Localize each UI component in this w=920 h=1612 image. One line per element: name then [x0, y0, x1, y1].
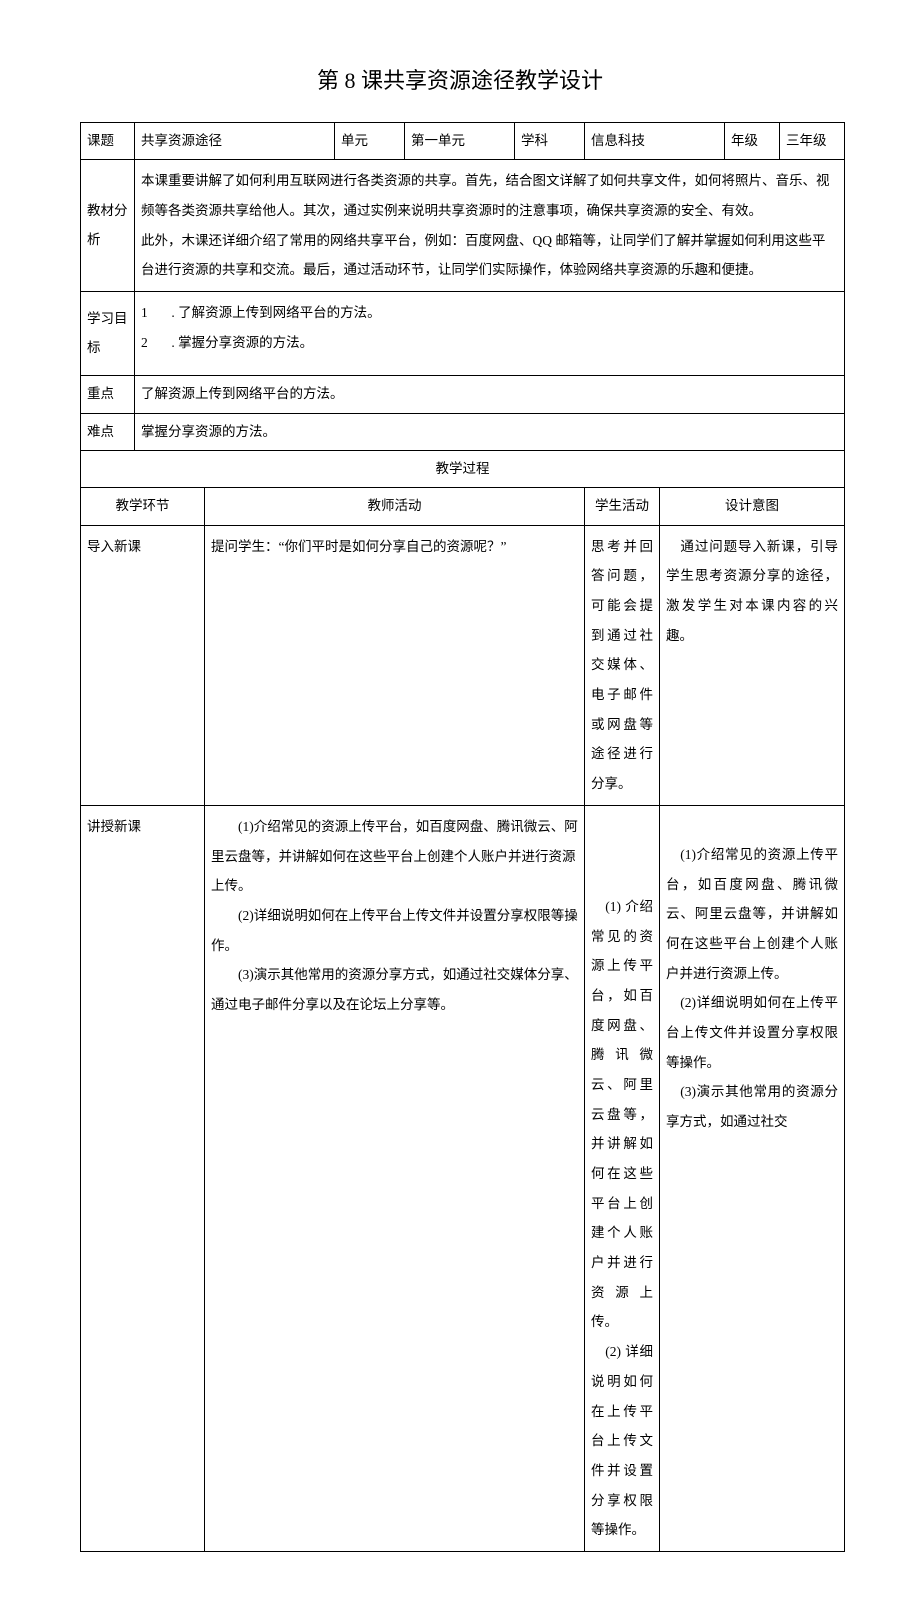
col-student: 学生活动	[585, 488, 660, 525]
label-keypoint: 重点	[81, 376, 135, 413]
label-goals: 学习目标	[81, 291, 135, 375]
value-subject: 信息科技	[585, 122, 725, 159]
student-teach: (1) 介绍常见的资源上传平台，如百度网盘、腾讯微云、阿里云盘等，并讲解如何在这…	[585, 805, 660, 1551]
lesson-plan-table: 课题 共享资源途径 单元 第一单元 学科 信息科技 年级 三年级 教材分析 本课…	[80, 122, 845, 1552]
process-row-teach: 讲授新课 (1)介绍常见的资源上传平台，如百度网盘、腾讯微云、阿里云盘等，并讲解…	[81, 805, 845, 1551]
analysis-text: 本课重要讲解了如何利用互联网进行各类资源的共享。首先，结合图文详解了如何共享文件…	[135, 160, 845, 292]
teacher-intro: 提问学生：“你们平时是如何分享自己的资源呢？”	[205, 525, 585, 805]
value-grade: 三年级	[780, 122, 845, 159]
process-header: 教学过程	[81, 450, 845, 487]
col-intent: 设计意图	[660, 488, 845, 525]
process-row-intro: 导入新课 提问学生：“你们平时是如何分享自己的资源呢？” 思考并回答问题，可能会…	[81, 525, 845, 805]
intent-intro: 通过问题导入新课，引导学生思考资源分享的途径，激发学生对本课内容的兴趣。	[660, 525, 845, 805]
difficulty-text: 掌握分享资源的方法。	[135, 413, 845, 450]
keypoint-text: 了解资源上传到网络平台的方法。	[135, 376, 845, 413]
teacher-teach: (1)介绍常见的资源上传平台，如百度网盘、腾讯微云、阿里云盘等，并讲解如何在这些…	[205, 805, 585, 1551]
label-grade: 年级	[725, 122, 780, 159]
document-title: 第 8 课共享资源途径教学设计	[80, 60, 840, 102]
label-analysis: 教材分析	[81, 160, 135, 292]
goals-row: 学习目标 1 . 了解资源上传到网络平台的方法。2 . 掌握分享资源的方法。	[81, 291, 845, 375]
student-intro: 思考并回答问题，可能会提到通过社交媒体、电子邮件或网盘等途径进行分享。	[585, 525, 660, 805]
phase-intro: 导入新课	[81, 525, 205, 805]
col-phase: 教学环节	[81, 488, 205, 525]
analysis-row: 教材分析 本课重要讲解了如何利用互联网进行各类资源的共享。首先，结合图文详解了如…	[81, 160, 845, 292]
intent-teach: (1)介绍常见的资源上传平台，如百度网盘、腾讯微云、阿里云盘等，并讲解如何在这些…	[660, 805, 845, 1551]
goals-text: 1 . 了解资源上传到网络平台的方法。2 . 掌握分享资源的方法。	[135, 291, 845, 375]
label-difficulty: 难点	[81, 413, 135, 450]
process-header-row: 教学过程	[81, 450, 845, 487]
label-topic: 课题	[81, 122, 135, 159]
label-subject: 学科	[515, 122, 585, 159]
difficulty-row: 难点 掌握分享资源的方法。	[81, 413, 845, 450]
value-topic: 共享资源途径	[135, 122, 335, 159]
col-teacher: 教师活动	[205, 488, 585, 525]
label-unit: 单元	[335, 122, 405, 159]
phase-teach: 讲授新课	[81, 805, 205, 1551]
keypoint-row: 重点 了解资源上传到网络平台的方法。	[81, 376, 845, 413]
header-row: 课题 共享资源途径 单元 第一单元 学科 信息科技 年级 三年级	[81, 122, 845, 159]
value-unit: 第一单元	[405, 122, 515, 159]
process-columns-row: 教学环节 教师活动 学生活动 设计意图	[81, 488, 845, 525]
